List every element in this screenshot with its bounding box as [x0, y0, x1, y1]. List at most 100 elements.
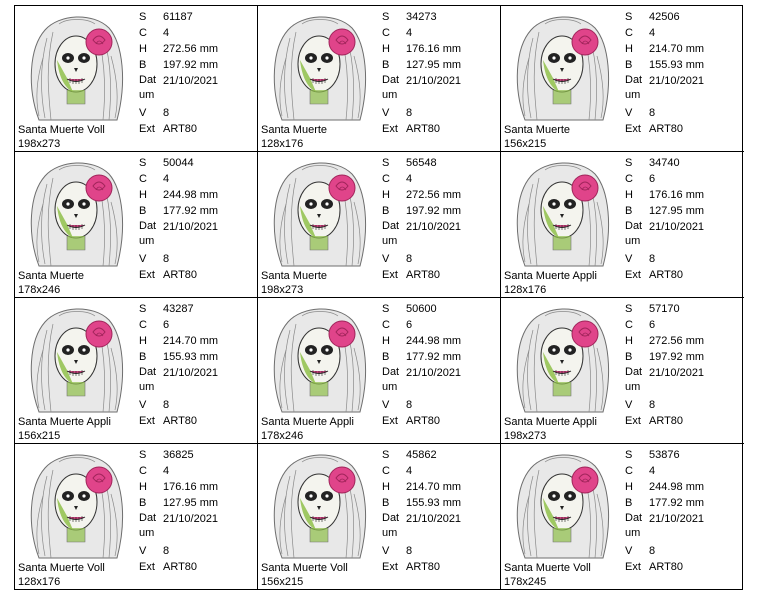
width-label: B	[139, 497, 147, 509]
version-value: 8	[649, 107, 656, 119]
extension-label: Ext	[382, 123, 398, 135]
width-label: B	[382, 351, 390, 363]
version-value: 8	[406, 545, 413, 557]
colors-value: 4	[163, 173, 170, 185]
date-value: 21/10/2021	[406, 75, 462, 87]
date-value: 21/10/2021	[406, 367, 462, 379]
width-label: B	[625, 351, 633, 363]
extension-value: ART80	[649, 269, 684, 281]
width-label: B	[625, 205, 633, 217]
stitches-value: 57170	[649, 303, 680, 315]
height-label: H	[625, 189, 633, 201]
date-value: 21/10/2021	[163, 221, 219, 233]
version-value: 8	[649, 545, 656, 557]
design-size: 156x215	[261, 576, 304, 588]
version-label: V	[382, 545, 390, 557]
colors-label: C	[139, 319, 147, 331]
version-value: 8	[163, 399, 170, 411]
width-label: B	[139, 59, 147, 71]
date-value: 21/10/2021	[163, 513, 219, 525]
colors-value: 4	[406, 173, 413, 185]
design-title: Santa Muerte Appli	[504, 416, 597, 428]
version-value: 8	[163, 545, 170, 557]
stitches-label: S	[382, 449, 390, 461]
extension-label: Ext	[382, 269, 398, 281]
design-title: Santa Muerte	[261, 124, 328, 136]
version-label: V	[139, 399, 147, 411]
extension-value: ART80	[406, 269, 441, 281]
extension-label: Ext	[382, 561, 398, 573]
design-size: 128x176	[261, 138, 304, 150]
width-value: 177.92 mm	[649, 497, 705, 509]
version-value: 8	[406, 399, 413, 411]
design-title: Santa Muerte	[18, 270, 85, 282]
design-size: 178x246	[261, 430, 304, 442]
colors-value: 4	[649, 27, 656, 39]
design-card[interactable]: Santa Muerte Voll 178x245 S 53876 C 4 H 244…	[501, 444, 744, 590]
extension-value: ART80	[163, 123, 198, 135]
colors-value: 4	[406, 27, 413, 39]
design-card[interactable]: Santa Muerte 178x246 S 50044 C 4 H 244.98 m…	[15, 152, 258, 298]
version-value: 8	[163, 253, 170, 265]
stitches-value: 50600	[406, 303, 437, 315]
height-value: 272.56 mm	[649, 335, 705, 347]
design-size: 156x215	[18, 430, 61, 442]
extension-value: ART80	[406, 415, 441, 427]
extension-value: ART80	[163, 561, 198, 573]
colors-value: 4	[649, 465, 656, 477]
design-card[interactable]: Santa Muerte Appli 198x273 S 57170 C 6 H 27…	[501, 298, 744, 444]
extension-value: ART80	[163, 269, 198, 281]
stitches-label: S	[139, 11, 147, 23]
design-size: 128x176	[504, 284, 547, 296]
extension-value: ART80	[649, 415, 684, 427]
santa-muerte-thumbnail	[30, 16, 124, 121]
design-card[interactable]: Santa Muerte Voll 198x273 S 61187 C 4 H 272…	[15, 6, 258, 152]
design-card[interactable]: Santa Muerte Appli 178x246 S 50600 C 6 H 24…	[258, 298, 501, 444]
width-value: 127.95 mm	[649, 205, 705, 217]
stitches-value: 56548	[406, 157, 437, 169]
design-card[interactable]: Santa Muerte Appli 156x215 S 43287 C 6 H 21…	[15, 298, 258, 444]
extension-label: Ext	[139, 123, 155, 135]
design-card[interactable]: Santa Muerte 156x215 S 42506 C 4 H 214.70 m…	[501, 6, 744, 152]
design-card[interactable]: Santa Muerte 198x273 S 56548 C 4 H 272.56 m…	[258, 152, 501, 298]
extension-label: Ext	[139, 415, 155, 427]
santa-muerte-thumbnail	[273, 308, 367, 413]
version-value: 8	[649, 253, 656, 265]
date-value: 21/10/2021	[406, 513, 462, 525]
colors-label: C	[139, 173, 147, 185]
santa-muerte-thumbnail	[516, 454, 610, 559]
colors-label: C	[625, 465, 633, 477]
design-size: 198x273	[261, 284, 304, 296]
stitches-label: S	[139, 303, 147, 315]
santa-muerte-thumbnail	[273, 16, 367, 121]
stitches-value: 42506	[649, 11, 680, 23]
extension-label: Ext	[382, 415, 398, 427]
santa-muerte-thumbnail	[516, 308, 610, 413]
version-label: V	[139, 107, 147, 119]
design-card[interactable]: Santa Muerte Voll 128x176 S 36825 C 4 H 176…	[15, 444, 258, 590]
colors-label: C	[625, 319, 633, 331]
version-label: V	[382, 107, 390, 119]
design-title: Santa Muerte Voll	[261, 562, 348, 574]
stitches-label: S	[382, 303, 390, 315]
design-title: Santa Muerte	[261, 270, 328, 282]
design-card[interactable]: Santa Muerte Voll 156x215 S 45862 C 4 H 214…	[258, 444, 501, 590]
design-size: 156x215	[504, 138, 547, 150]
santa-muerte-thumbnail	[516, 16, 610, 121]
height-value: 272.56 mm	[406, 189, 462, 201]
stitches-label: S	[625, 449, 633, 461]
design-title: Santa Muerte	[504, 124, 571, 136]
design-title: Santa Muerte Voll	[18, 124, 105, 136]
version-value: 8	[406, 253, 413, 265]
extension-value: ART80	[649, 123, 684, 135]
design-size: 128x176	[18, 576, 61, 588]
design-card[interactable]: Santa Muerte Appli 128x176 S 34740 C 6 H 17…	[501, 152, 744, 298]
design-card[interactable]: Santa Muerte 128x176 S 34273 C 4 H 176.16 m…	[258, 6, 501, 152]
colors-value: 6	[163, 319, 170, 331]
version-label: V	[382, 253, 390, 265]
colors-label: C	[382, 319, 390, 331]
date-label: Datum	[382, 512, 400, 539]
height-value: 244.98 mm	[406, 335, 462, 347]
date-value: 21/10/2021	[649, 221, 705, 233]
height-label: H	[139, 189, 147, 201]
